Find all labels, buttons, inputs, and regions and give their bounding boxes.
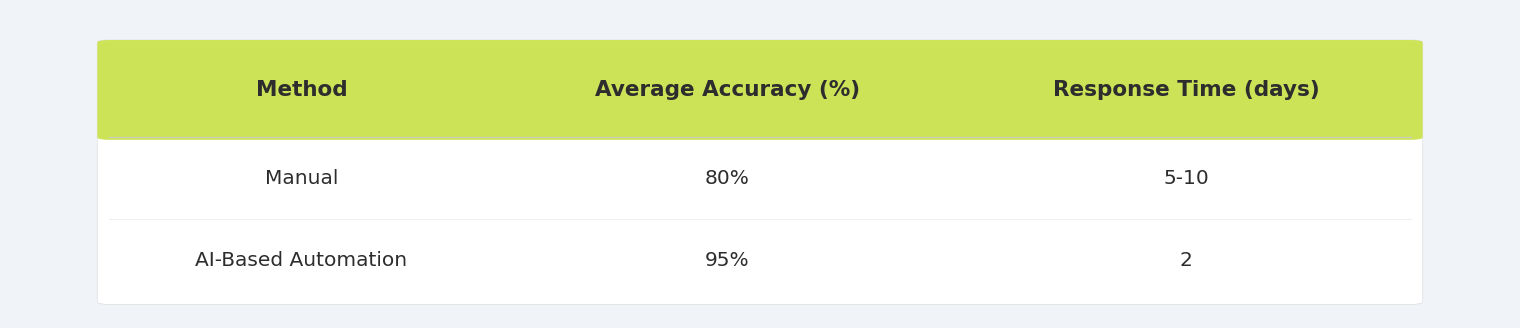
Text: 5-10: 5-10	[1163, 169, 1208, 188]
FancyBboxPatch shape	[97, 40, 1423, 140]
FancyBboxPatch shape	[97, 40, 1423, 304]
Text: 2: 2	[1180, 251, 1193, 270]
Text: AI-Based Automation: AI-Based Automation	[195, 251, 407, 270]
Text: Response Time (days): Response Time (days)	[1053, 80, 1319, 100]
Text: Average Accuracy (%): Average Accuracy (%)	[594, 80, 860, 100]
Text: Method: Method	[255, 80, 347, 100]
Bar	[109, 113, 1411, 137]
Text: Manual: Manual	[264, 169, 337, 188]
Text: 95%: 95%	[705, 251, 749, 270]
Text: 80%: 80%	[705, 169, 749, 188]
